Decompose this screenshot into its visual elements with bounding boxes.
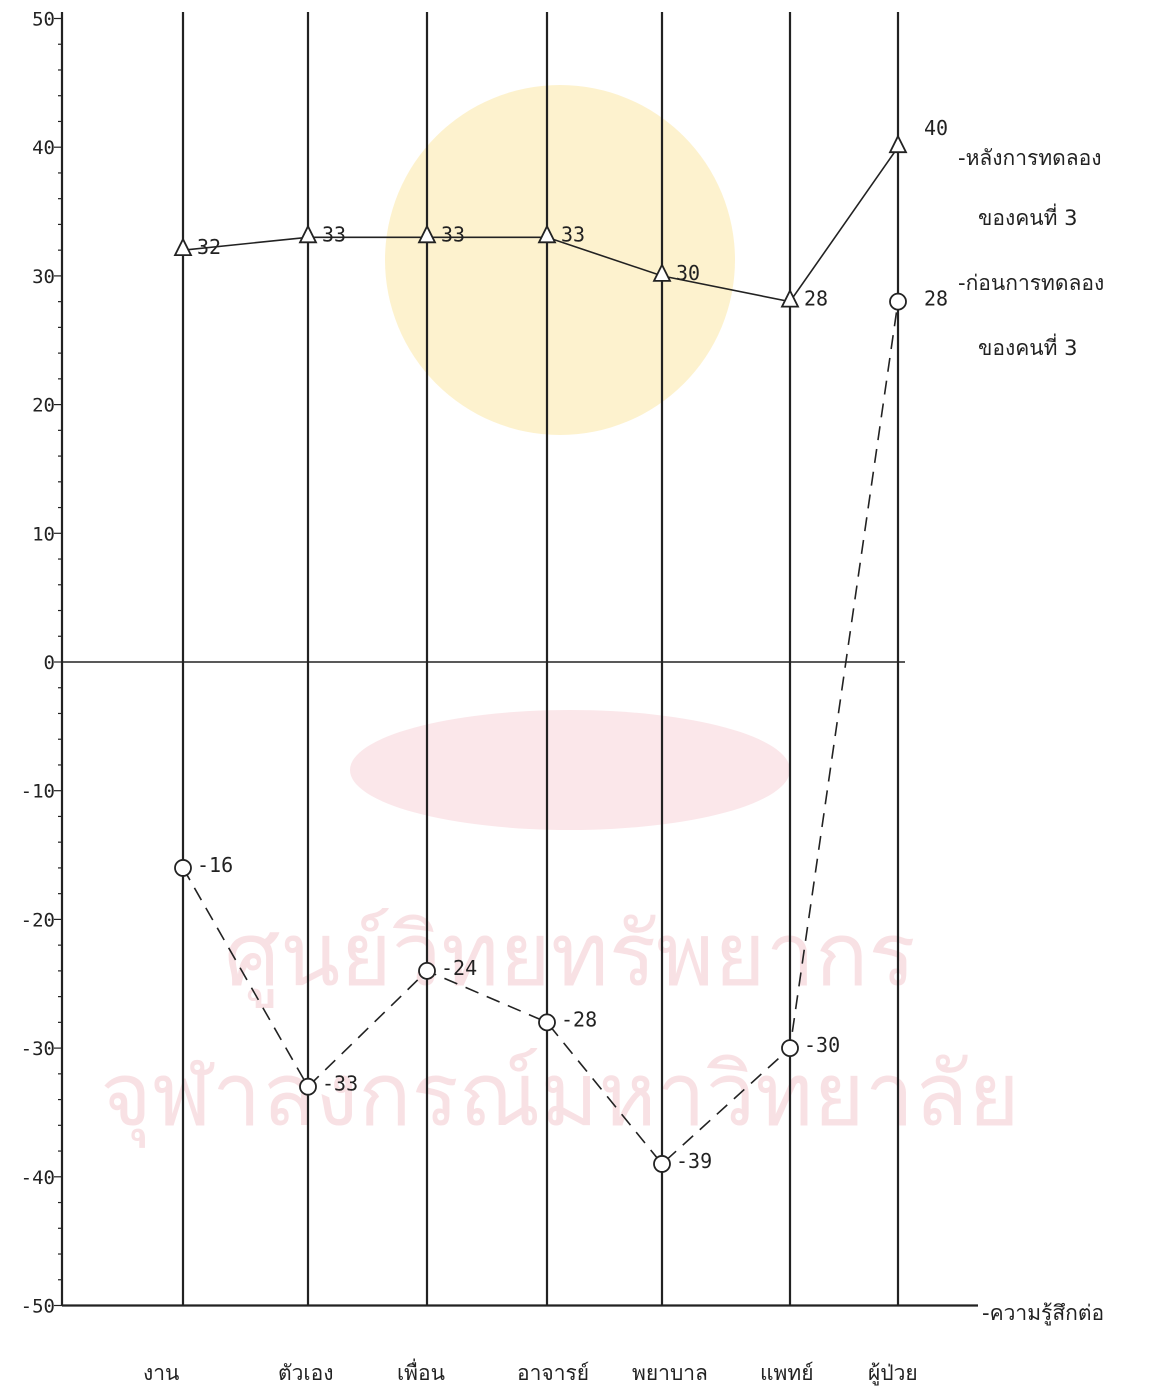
category-label-7: ผู้ป่วย xyxy=(868,1361,918,1386)
series-2-label-1: -16 xyxy=(197,853,233,877)
y-tick-label: 50 xyxy=(32,9,55,31)
category-label-2: ตัวเอง xyxy=(278,1361,333,1385)
watermark: ศูนย์วิทยทรัพยากร จุฬาลงกรณ์มหาวิทยาลัย xyxy=(100,85,1020,1148)
legend-series-1-line-2: ของคนที่ 3 xyxy=(978,203,1078,230)
category-label-6: แพทย์ xyxy=(760,1361,814,1385)
series-1-point-2 xyxy=(298,224,318,244)
y-tick-label: -10 xyxy=(21,781,55,803)
series-2-point-1 xyxy=(174,859,192,877)
watermark-line-1: ศูนย์วิทยทรัพยากร xyxy=(224,903,915,1008)
series-1-point-1 xyxy=(173,237,193,257)
series-2-label-5: -39 xyxy=(676,1149,712,1173)
y-tick-label: 10 xyxy=(32,523,55,545)
category-label-1: งาน xyxy=(143,1361,179,1385)
series-1-point-7 xyxy=(888,134,908,154)
series-1-label-3: 33 xyxy=(441,222,465,246)
data-markers xyxy=(173,134,908,1173)
series-1-point-6 xyxy=(780,288,800,308)
y-tick-label: 0 xyxy=(44,652,55,674)
y-tick-label: -40 xyxy=(21,1167,55,1189)
series-1-point-3 xyxy=(417,224,437,244)
legend-series-1-line-1: -หลังการทดลอง xyxy=(958,146,1102,170)
series-2-point-6 xyxy=(781,1039,799,1057)
series-2-label-2: -33 xyxy=(322,1072,358,1096)
y-tick-label: -20 xyxy=(21,909,55,931)
y-tick-label: -50 xyxy=(21,1296,55,1318)
category-label-5: พยาบาล xyxy=(632,1361,708,1385)
series-1-label-2: 33 xyxy=(322,222,346,246)
category-label-4: อาจารย์ xyxy=(517,1361,589,1385)
y-tick-label: 30 xyxy=(32,266,55,288)
axes xyxy=(60,12,978,1307)
series-1-label-1: 32 xyxy=(197,235,221,259)
legend-series-2-line-2: ของคนที่ 3 xyxy=(978,333,1078,360)
watermark-emblem-base xyxy=(350,710,790,830)
series-1-point-4 xyxy=(537,224,557,244)
series-1-label-7: 40 xyxy=(924,116,948,140)
y-tick-label: -30 xyxy=(21,1038,55,1060)
y-axis-ticks: 50 40 30 20 10 0 -10 -20 -30 -40 -50 xyxy=(21,9,62,1318)
watermark-line-2: จุฬาลงกรณ์มหาวิทยาลัย xyxy=(100,1043,1020,1148)
series-1-point-5 xyxy=(652,262,672,282)
series-1-label-4: 33 xyxy=(561,222,585,246)
series-1-label-5: 30 xyxy=(676,261,700,285)
series-2-point-4 xyxy=(538,1013,556,1032)
series-2-point-7 xyxy=(889,292,907,311)
legend-series-2-line-1: -ก่อนการทดลอง xyxy=(958,271,1104,295)
y-tick-label: 40 xyxy=(32,137,55,159)
series-2-point-5 xyxy=(653,1155,671,1173)
series-2-point-2 xyxy=(299,1077,317,1096)
series-2-label-6: -30 xyxy=(804,1033,840,1057)
watermark-emblem-sun xyxy=(385,85,735,435)
series-1-label-6: 28 xyxy=(804,287,828,311)
x-axis-end-label: -ความรู้สึกต่อ xyxy=(982,1301,1104,1326)
series-2-label-7: 28 xyxy=(924,287,948,311)
y-tick-label: 20 xyxy=(32,395,55,417)
category-label-3: เพื่อน xyxy=(397,1358,445,1385)
x-axis-category-labels: งาน ตัวเอง เพื่อน อาจารย์ พยาบาล แพทย์ ผู้ป่วย xyxy=(143,1358,918,1386)
data-labels: 32 33 33 33 30 28 40 -16 -33 -24 -28 -39 -30 28 xyxy=(197,116,948,1173)
series-2-point-3 xyxy=(418,961,436,980)
series-2-label-4: -28 xyxy=(561,1007,597,1031)
series-2-label-3: -24 xyxy=(441,956,477,980)
